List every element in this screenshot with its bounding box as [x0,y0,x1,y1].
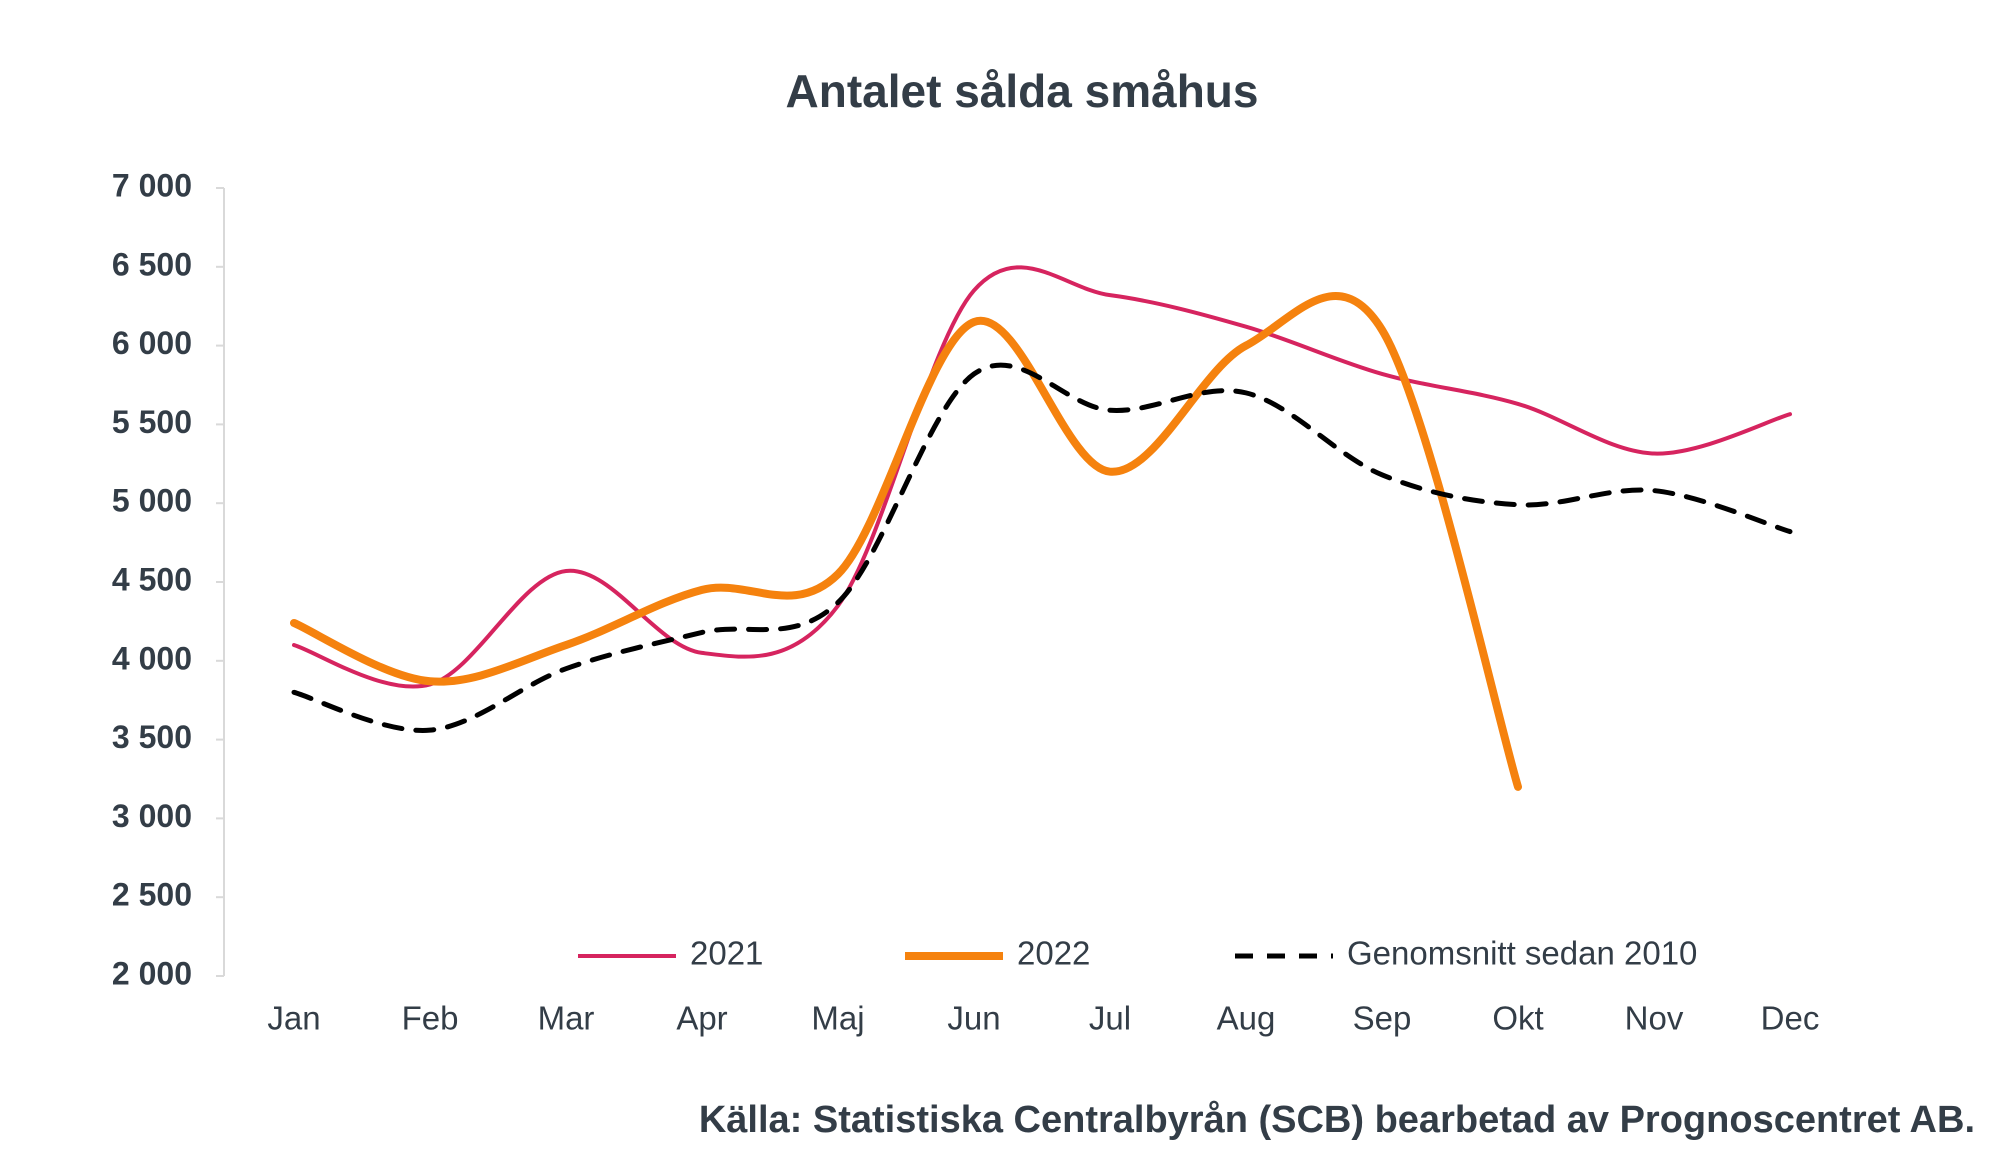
x-tick-label: Jun [947,1000,1000,1037]
legend-label: Genomsnitt sedan 2010 [1347,935,1697,972]
series-line [290,292,1522,791]
series-line [291,362,1793,733]
legend-label: 2022 [1017,935,1090,972]
y-tick-label: 4 000 [112,640,192,676]
x-tick-label: Nov [1625,1000,1684,1037]
legend-label: 2021 [690,935,763,972]
x-tick-label: Aug [1217,1000,1276,1037]
y-tick-label: 5 000 [112,483,192,519]
y-tick-label: 2 000 [112,955,192,991]
x-tick-label: Sep [1353,1000,1412,1037]
y-tick-label: 6 500 [112,246,192,282]
x-tick-label: Jul [1089,1000,1131,1037]
x-tick-label: Jan [267,1000,320,1037]
x-tick-label: Feb [402,1000,459,1037]
y-tick-label: 5 500 [112,404,192,440]
y-tick-label: 2 500 [112,877,192,913]
x-tick-label: Maj [811,1000,864,1037]
series-line [292,265,1792,689]
y-tick-label: 3 500 [112,719,192,755]
x-tick-label: Apr [676,1000,727,1037]
y-tick-label: 7 000 [112,167,192,203]
chart-title: Antalet sålda småhus [786,65,1259,117]
source-note: Källa: Statistiska Centralbyrån (SCB) be… [699,1099,1975,1141]
y-tick-label: 4 500 [112,561,192,597]
x-tick-label: Mar [538,1000,595,1037]
x-tick-label: Okt [1492,1000,1543,1037]
y-tick-label: 6 000 [112,325,192,361]
y-tick-label: 3 000 [112,798,192,834]
x-tick-label: Dec [1761,1000,1820,1037]
